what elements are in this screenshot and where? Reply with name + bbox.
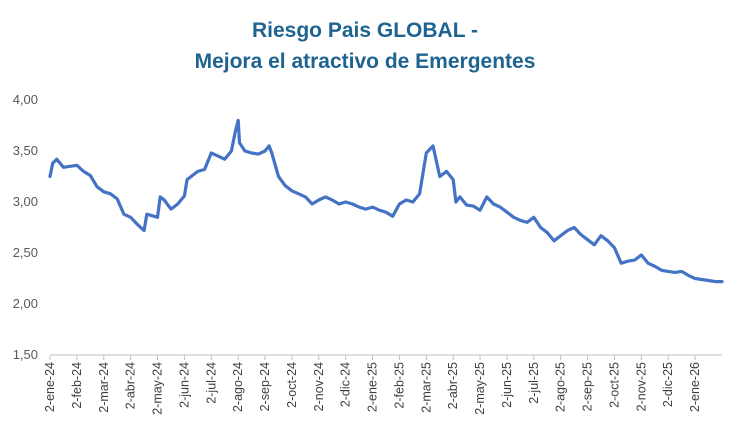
x-tick-label: 2-feb-25 xyxy=(392,362,406,409)
x-tick-label: 2-jul-25 xyxy=(527,362,541,404)
x-tick-label: 2-abr-25 xyxy=(446,362,460,409)
x-tick-label: 2-dic-25 xyxy=(661,362,675,407)
x-tick-label: 2-oct-24 xyxy=(285,362,299,408)
x-tick-label: 2-mar-25 xyxy=(419,362,433,413)
x-tick-label: 2-ene-24 xyxy=(43,362,57,412)
x-tick-label: 2-may-25 xyxy=(473,362,487,415)
x-tick-label: 2-jul-24 xyxy=(204,362,218,404)
y-tick-label: 2,50 xyxy=(13,245,38,260)
x-tick-label: 2-ago-25 xyxy=(554,362,568,412)
x-tick-label: 2-ene-26 xyxy=(688,362,702,412)
y-tick-label: 3,00 xyxy=(13,194,38,209)
x-tick-label: 2-mar-24 xyxy=(97,362,111,413)
x-tick-label: 2-nov-24 xyxy=(312,362,326,411)
y-tick-label: 3,50 xyxy=(13,143,38,158)
series-line-0 xyxy=(48,118,724,284)
x-tick-label: 2-may-24 xyxy=(151,362,165,415)
x-tick-label: 2-sep-25 xyxy=(581,362,595,411)
y-tick-label: 1,50 xyxy=(13,347,38,362)
chart-title-line-1: Riesgo Pais GLOBAL - xyxy=(252,19,478,42)
x-tick-label: 2-jun-25 xyxy=(500,362,514,408)
x-tick-label: 2-ene-25 xyxy=(366,362,380,412)
y-axis: 1,50 2,00 2,50 3,00 3,50 4,00 xyxy=(13,92,38,362)
y-tick-label: 4,00 xyxy=(13,92,38,107)
x-tick-label: 2-jun-24 xyxy=(177,362,191,408)
x-tick-label: 2-sep-24 xyxy=(258,362,272,411)
x-tick-label: 2-feb-24 xyxy=(70,362,84,409)
x-tick-label: 2-nov-25 xyxy=(634,362,648,411)
chart-title-line-2: Mejora el atractivo de Emergentes xyxy=(194,50,536,73)
x-tick-label: 2-ago-24 xyxy=(231,362,245,412)
x-axis: 2-ene-24 2-feb-24 2-mar-24 2-abr-24 2-may-24… xyxy=(43,354,722,415)
x-tick-label: 2-oct-25 xyxy=(607,362,621,408)
y-tick-label: 2,00 xyxy=(13,296,38,311)
x-tick-label: 2-abr-24 xyxy=(124,362,138,409)
x-tick-label: 2-dic-24 xyxy=(339,362,353,407)
series-group xyxy=(48,118,724,284)
